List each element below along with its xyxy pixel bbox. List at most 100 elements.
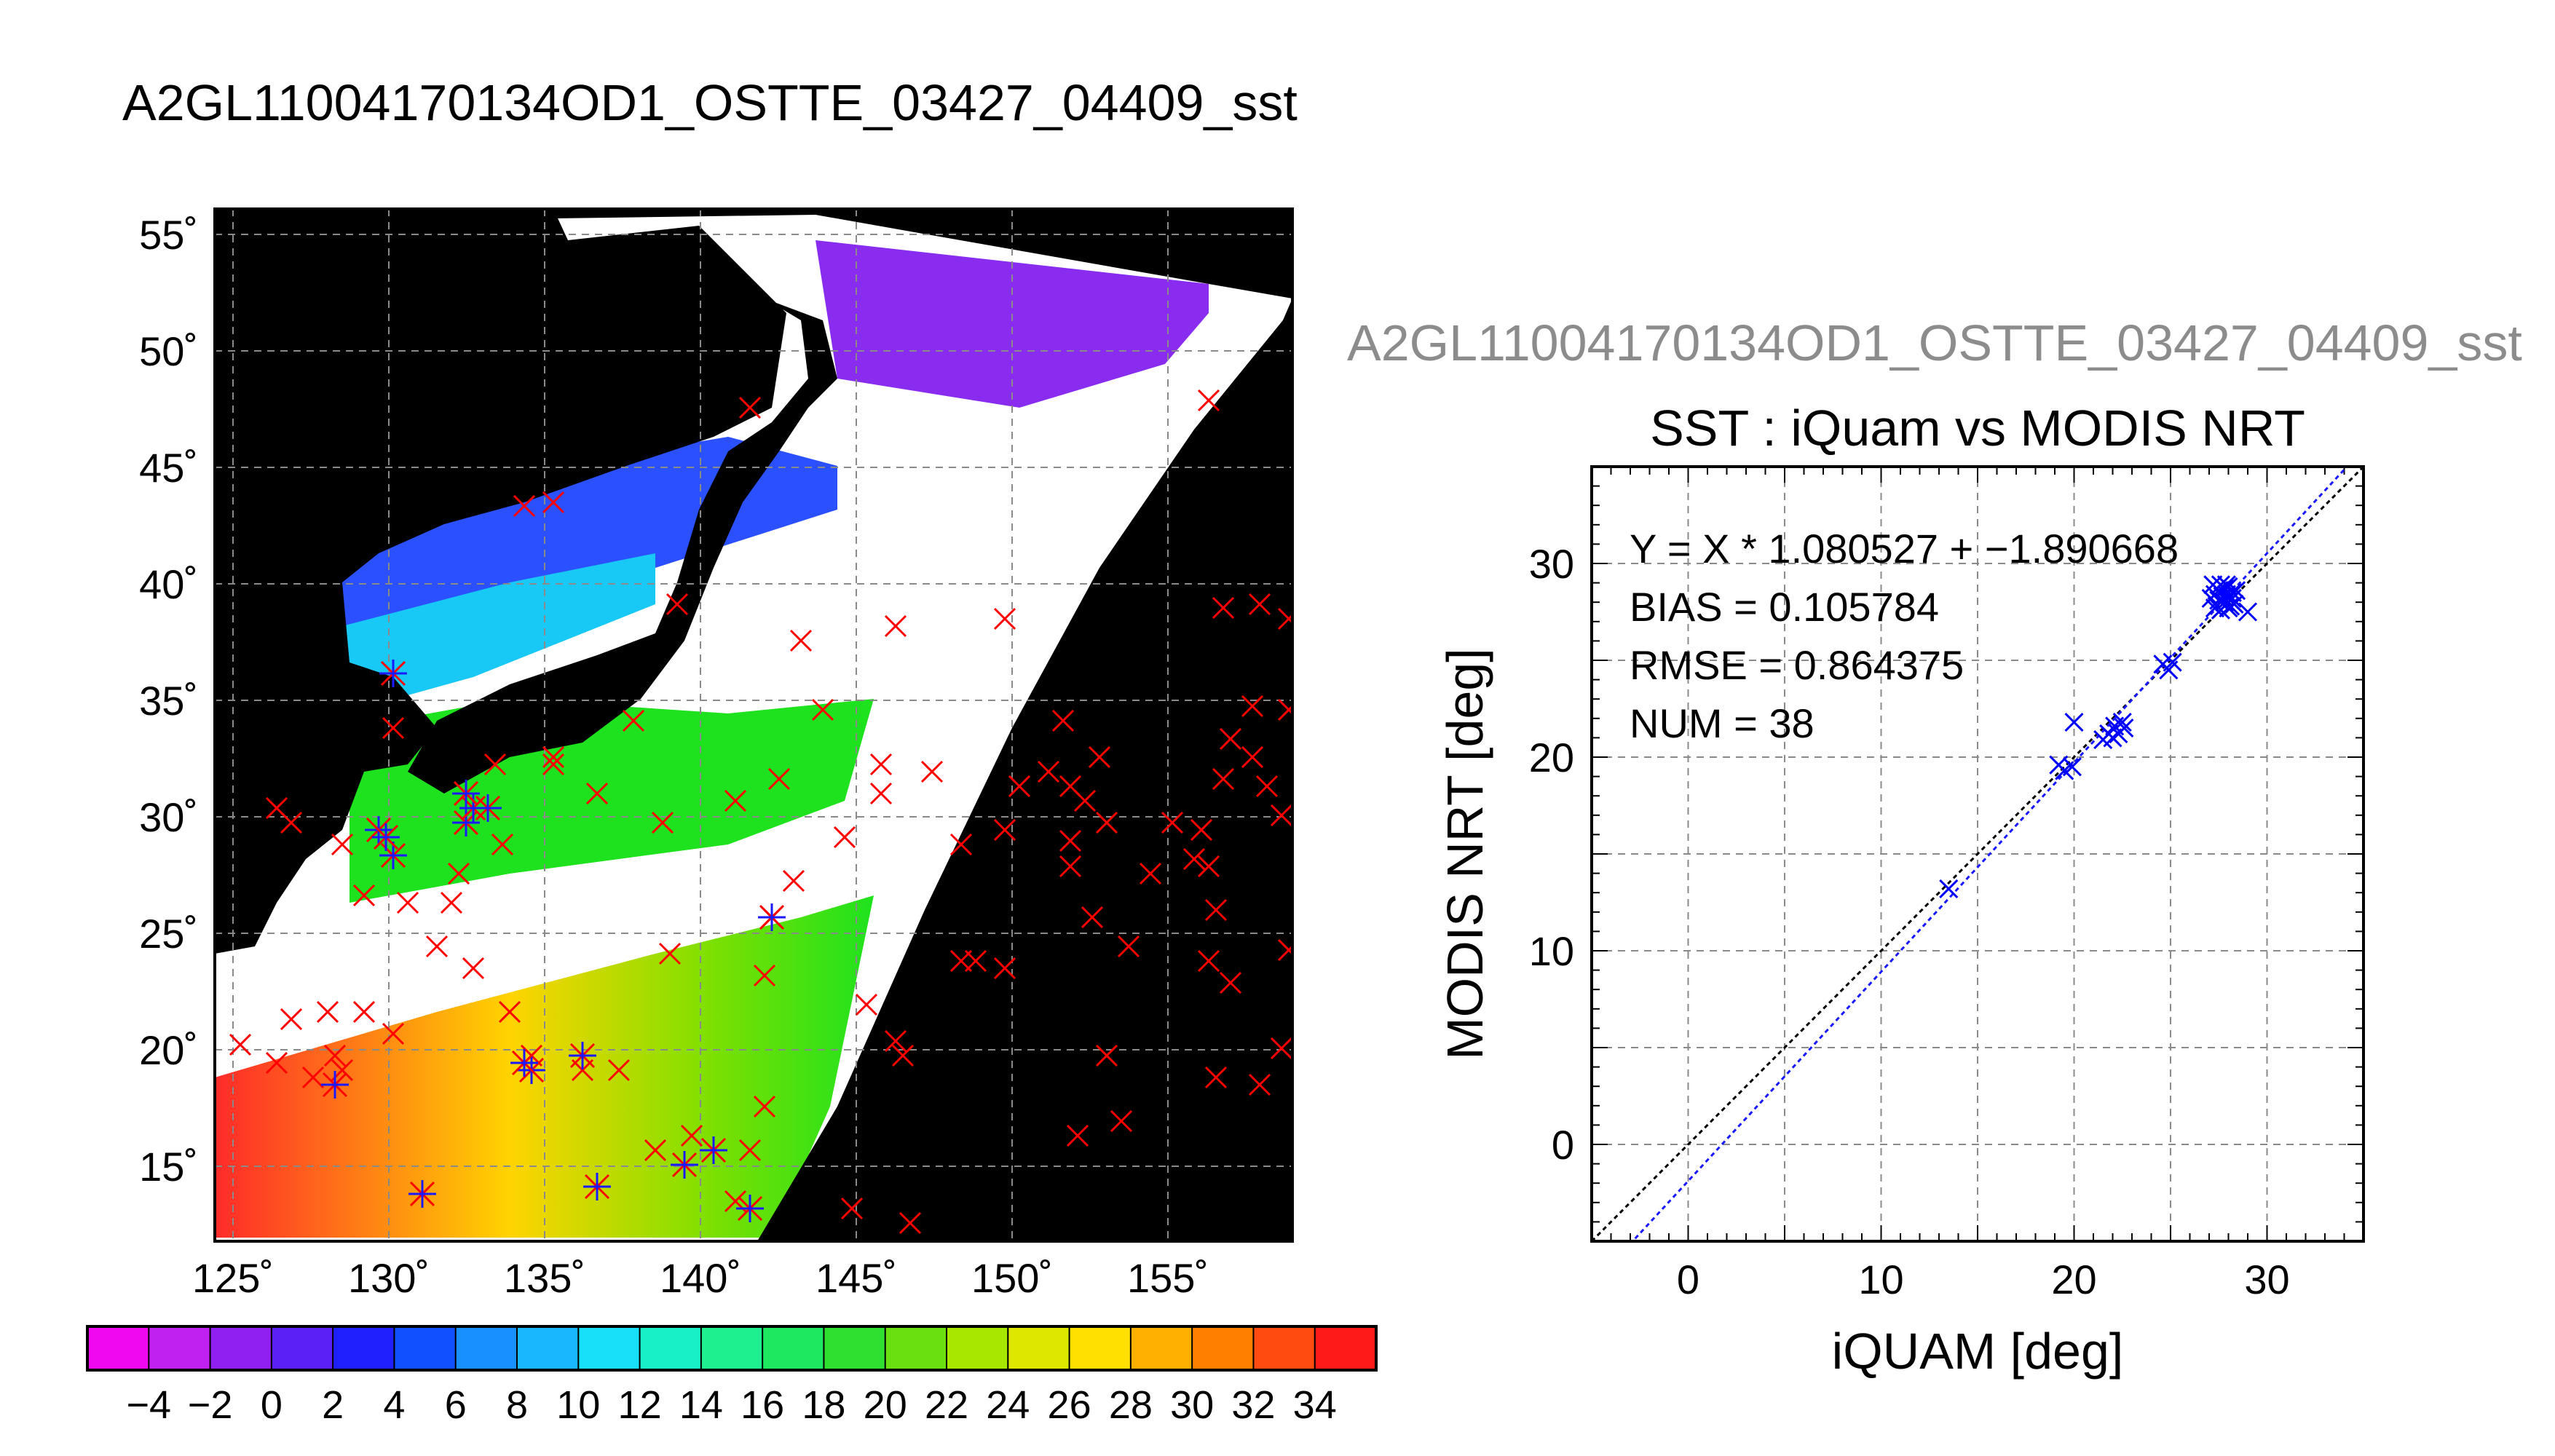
colorbar-cell (578, 1326, 641, 1370)
scatter-point (1939, 879, 1959, 898)
map-marker (585, 782, 609, 805)
map-marker (651, 811, 674, 834)
colorbar-labels: −4 −2 0 2 4 6 8 10 12 14 16 18 20 22 24 26 28 30 32 34 (126, 1383, 1336, 1427)
colorbar-cell (455, 1326, 518, 1370)
x-tick-label: 0 (1677, 1257, 1699, 1302)
map-marker (542, 491, 565, 514)
map-marker (1277, 938, 1292, 962)
map-marker (265, 1051, 288, 1075)
map-marker (1197, 855, 1220, 878)
map-marker (331, 833, 354, 856)
scatter-point (2112, 713, 2132, 732)
colorbar-label: 18 (802, 1383, 845, 1427)
map-marker (658, 942, 682, 965)
map-marker (1008, 775, 1031, 798)
map-marker-matched (379, 660, 407, 687)
scatter-header: A2GL11004170134OD1_OSTTE_03427_04409_sst (1347, 314, 2522, 371)
colorbar-cell (1314, 1326, 1377, 1370)
colorbar-label: 4 (383, 1383, 405, 1427)
map-marker (949, 833, 973, 856)
map-marker (382, 1022, 405, 1045)
map-marker (753, 964, 776, 987)
colorbar-cell (700, 1326, 763, 1370)
scatter-point (2163, 652, 2182, 672)
scatter-point (2064, 713, 2084, 732)
map-marker (782, 869, 805, 893)
colorbar-cell (1008, 1326, 1070, 1370)
map-marker-matched (474, 794, 502, 822)
x-tick-label: 10 (1858, 1257, 1903, 1302)
map-marker (1066, 1124, 1089, 1147)
map-marker-matched (700, 1136, 727, 1164)
map-marker-matched (452, 780, 480, 807)
stat-bias: BIAS = 0.105784 (1630, 584, 1939, 630)
map-marker-matched (321, 1071, 349, 1099)
scatter-point (2062, 757, 2082, 777)
lat-tick: 35˚ (139, 678, 198, 724)
map-marker (738, 396, 762, 419)
colorbar: −4 −2 0 2 4 6 8 10 12 14 16 18 20 22 24 26 28 30 32 34 (86, 1325, 1378, 1427)
map-marker-matched (736, 1195, 764, 1222)
map-marker (1219, 971, 1242, 994)
map-marker (1212, 767, 1235, 791)
colorbar-cell (517, 1326, 579, 1370)
stats-box: Y = X * 1.080527 + −1.890668 BIAS = 0.10… (1630, 526, 2179, 746)
colorbar-cell (1192, 1326, 1255, 1370)
map-marker (1248, 593, 1271, 616)
scatter-point (2238, 602, 2258, 622)
sst-purple (816, 240, 1209, 408)
map-marker (607, 1059, 631, 1082)
colorbar-cell (1130, 1326, 1193, 1370)
colorbar-label: 12 (618, 1383, 662, 1427)
map-marker (1197, 389, 1220, 412)
map-marker (323, 1044, 347, 1067)
map-marker (855, 993, 878, 1016)
map-marker (1073, 789, 1097, 812)
map-marker (1204, 1066, 1228, 1089)
map-marker (513, 494, 536, 518)
map-marker (352, 884, 376, 907)
map-marker (316, 1000, 339, 1024)
map-marker (1270, 804, 1292, 827)
map-marker (280, 1008, 303, 1031)
map-marker (483, 753, 507, 776)
colorbar-cell (271, 1326, 333, 1370)
map-marker-matched (408, 1180, 436, 1208)
map-marker-matched (452, 809, 480, 836)
colorbar-cell (824, 1326, 886, 1370)
lat-tick: 45˚ (139, 445, 198, 491)
colorbar-label: 32 (1231, 1383, 1275, 1427)
map-marker (1088, 745, 1111, 769)
colorbar-label: 10 (556, 1383, 600, 1427)
map-marker (767, 767, 791, 791)
scatter-point (2222, 588, 2242, 608)
map-marker (1182, 847, 1206, 871)
colorbar-label: 30 (1170, 1383, 1214, 1427)
colorbar-cell (885, 1326, 947, 1370)
map-marker (229, 1033, 252, 1056)
map-marker (1117, 935, 1140, 958)
colorbar-cell (762, 1326, 825, 1370)
map-marker (1277, 698, 1292, 721)
scatter-point (2114, 719, 2134, 738)
colorbar-label: 2 (322, 1383, 344, 1427)
map-marker (789, 629, 813, 652)
map-title: A2GL11004170134OD1_OSTTE_03427_04409_sst (122, 74, 1298, 131)
scatter-point (2216, 575, 2236, 595)
map-marker (1110, 1109, 1133, 1133)
colorbar-label: 8 (506, 1383, 528, 1427)
one-to-one-line (1592, 467, 2364, 1241)
map-marker (352, 1000, 376, 1024)
lon-tick: 150˚ (971, 1255, 1053, 1301)
plot-border (1590, 465, 2365, 1243)
sst-cyan (342, 553, 655, 713)
map-marker (738, 1139, 762, 1162)
map-marker (265, 796, 288, 820)
map-marker (833, 826, 856, 849)
colorbar-label: 22 (925, 1383, 968, 1427)
map-marker (869, 782, 893, 805)
colorbar-label: 20 (864, 1383, 907, 1427)
colorbar-label: 28 (1109, 1383, 1153, 1427)
lon-tick: 140˚ (660, 1255, 741, 1301)
colorbar-label: 24 (986, 1383, 1030, 1427)
